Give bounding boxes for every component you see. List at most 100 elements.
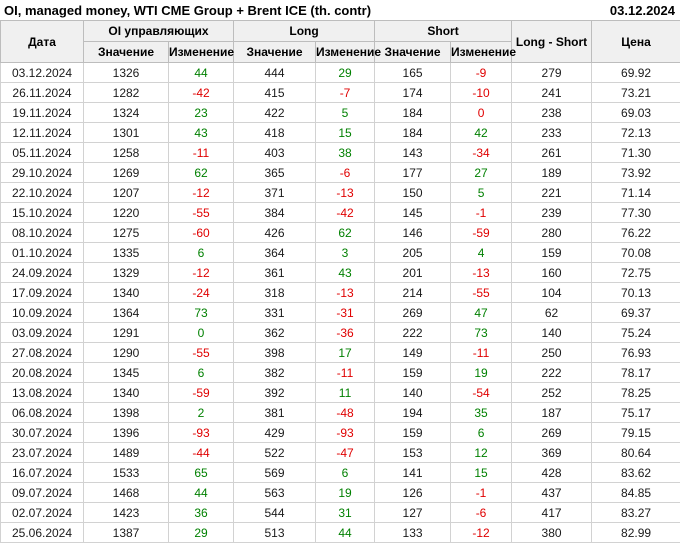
table-row: 16.07.2024 1533 65 569 6 141 15 428 83.62 bbox=[0, 462, 680, 483]
table-row: 08.10.2024 1275 -60 426 62 146 -59 280 76.22 bbox=[0, 222, 680, 243]
title-bar: OI, managed money, WTI CME Group + Brent… bbox=[0, 0, 680, 20]
cell-long-value: 522 bbox=[233, 442, 317, 463]
cell-long-change: -31 bbox=[315, 302, 376, 323]
cell-short-value: 205 bbox=[374, 242, 452, 263]
cell-short-value: 159 bbox=[374, 362, 452, 383]
cell-oi-value: 1220 bbox=[83, 202, 169, 223]
cell-price: 73.21 bbox=[591, 82, 680, 103]
cell-oi-change: 0 bbox=[167, 322, 235, 343]
cell-short-change: -55 bbox=[450, 282, 513, 303]
cell-long-short: 250 bbox=[511, 342, 593, 363]
cell-short-change: -11 bbox=[450, 342, 513, 363]
cell-oi-change: -24 bbox=[167, 282, 235, 303]
col-header-long-short: Long - Short bbox=[511, 20, 593, 63]
cell-short-value: 222 bbox=[374, 322, 452, 343]
cell-date: 03.12.2024 bbox=[0, 62, 84, 83]
cell-oi-value: 1290 bbox=[83, 342, 169, 363]
header-row-groups: Дата OI управляющих Long Short Long - Sh… bbox=[0, 20, 680, 63]
cell-long-short: 261 bbox=[511, 142, 593, 163]
cell-long-value: 569 bbox=[233, 462, 317, 483]
cell-long-short: 140 bbox=[511, 322, 593, 343]
cell-long-value: 418 bbox=[233, 122, 317, 143]
table-row: 12.11.2024 1301 43 418 15 184 42 233 72.13 bbox=[0, 122, 680, 143]
cell-oi-value: 1258 bbox=[83, 142, 169, 163]
cell-price: 78.25 bbox=[591, 382, 680, 403]
cell-oi-value: 1329 bbox=[83, 262, 169, 283]
cell-oi-value: 1340 bbox=[83, 382, 169, 403]
col-header-short-value: Значение bbox=[374, 41, 452, 63]
cell-short-value: 177 bbox=[374, 162, 452, 183]
cell-long-short: 369 bbox=[511, 442, 593, 463]
cell-long-change: -13 bbox=[315, 182, 376, 203]
table-row: 27.08.2024 1290 -55 398 17 149 -11 250 76.93 bbox=[0, 342, 680, 363]
col-header-long-group: Long bbox=[233, 20, 376, 42]
cell-long-change: 19 bbox=[315, 482, 376, 503]
cell-short-value: 184 bbox=[374, 102, 452, 123]
cell-price: 72.13 bbox=[591, 122, 680, 143]
cell-long-change: 43 bbox=[315, 262, 376, 283]
cell-date: 27.08.2024 bbox=[0, 342, 84, 363]
cell-oi-value: 1326 bbox=[83, 62, 169, 83]
cell-long-short: 104 bbox=[511, 282, 593, 303]
cell-long-short: 428 bbox=[511, 462, 593, 483]
table-body: 03.12.2024 1326 44 444 29 165 -9 279 69.92 26.11.… bbox=[0, 62, 680, 543]
cell-long-value: 422 bbox=[233, 102, 317, 123]
cell-oi-value: 1335 bbox=[83, 242, 169, 263]
cell-price: 76.22 bbox=[591, 222, 680, 243]
cell-short-change: 15 bbox=[450, 462, 513, 483]
cell-price: 84.85 bbox=[591, 482, 680, 503]
cell-long-value: 364 bbox=[233, 242, 317, 263]
table-row: 29.10.2024 1269 62 365 -6 177 27 189 73.92 bbox=[0, 162, 680, 183]
table-row: 02.07.2024 1423 36 544 31 127 -6 417 83.27 bbox=[0, 502, 680, 523]
report-title: OI, managed money, WTI CME Group + Brent… bbox=[4, 2, 372, 18]
cell-date: 30.07.2024 bbox=[0, 422, 84, 443]
cell-short-value: 201 bbox=[374, 262, 452, 283]
cell-date: 05.11.2024 bbox=[0, 142, 84, 163]
table-row: 09.07.2024 1468 44 563 19 126 -1 437 84.85 bbox=[0, 482, 680, 503]
col-header-oi-value: Значение bbox=[83, 41, 169, 63]
cell-price: 77.30 bbox=[591, 202, 680, 223]
cell-oi-change: -12 bbox=[167, 262, 235, 283]
cell-short-value: 165 bbox=[374, 62, 452, 83]
cell-price: 82.99 bbox=[591, 522, 680, 543]
col-header-price: Цена bbox=[591, 20, 680, 63]
cell-long-change: -11 bbox=[315, 362, 376, 383]
cell-oi-value: 1324 bbox=[83, 102, 169, 123]
cell-oi-value: 1489 bbox=[83, 442, 169, 463]
col-header-short-change: Изменение bbox=[450, 41, 516, 63]
cell-short-change: 6 bbox=[450, 422, 513, 443]
cell-short-change: -1 bbox=[450, 202, 513, 223]
cell-short-value: 126 bbox=[374, 482, 452, 503]
cell-long-value: 392 bbox=[233, 382, 317, 403]
table-row: 22.10.2024 1207 -12 371 -13 150 5 221 71.14 bbox=[0, 182, 680, 203]
cell-short-value: 143 bbox=[374, 142, 452, 163]
cell-oi-change: 36 bbox=[167, 502, 235, 523]
cell-long-change: -7 bbox=[315, 82, 376, 103]
table-row: 05.11.2024 1258 -11 403 38 143 -34 261 71.30 bbox=[0, 142, 680, 163]
cell-long-value: 381 bbox=[233, 402, 317, 423]
cell-oi-value: 1533 bbox=[83, 462, 169, 483]
cell-short-value: 141 bbox=[374, 462, 452, 483]
cell-long-short: 187 bbox=[511, 402, 593, 423]
cell-long-value: 513 bbox=[233, 522, 317, 543]
cell-long-value: 563 bbox=[233, 482, 317, 503]
table-row: 26.11.2024 1282 -42 415 -7 174 -10 241 73.21 bbox=[0, 82, 680, 103]
cell-long-short: 222 bbox=[511, 362, 593, 383]
cell-oi-value: 1301 bbox=[83, 122, 169, 143]
cell-short-value: 149 bbox=[374, 342, 452, 363]
cell-short-change: -10 bbox=[450, 82, 513, 103]
cell-date: 19.11.2024 bbox=[0, 102, 84, 123]
cell-oi-change: 44 bbox=[167, 62, 235, 83]
cell-price: 73.92 bbox=[591, 162, 680, 183]
cell-price: 83.62 bbox=[591, 462, 680, 483]
table-row: 30.07.2024 1396 -93 429 -93 159 6 269 79.15 bbox=[0, 422, 680, 443]
cell-long-short: 241 bbox=[511, 82, 593, 103]
cell-short-change: -34 bbox=[450, 142, 513, 163]
cell-long-change: 38 bbox=[315, 142, 376, 163]
cell-date: 23.07.2024 bbox=[0, 442, 84, 463]
cell-long-change: -13 bbox=[315, 282, 376, 303]
cell-short-change: -6 bbox=[450, 502, 513, 523]
table-row: 17.09.2024 1340 -24 318 -13 214 -55 104 70.13 bbox=[0, 282, 680, 303]
cell-oi-change: -60 bbox=[167, 222, 235, 243]
cell-short-change: 5 bbox=[450, 182, 513, 203]
